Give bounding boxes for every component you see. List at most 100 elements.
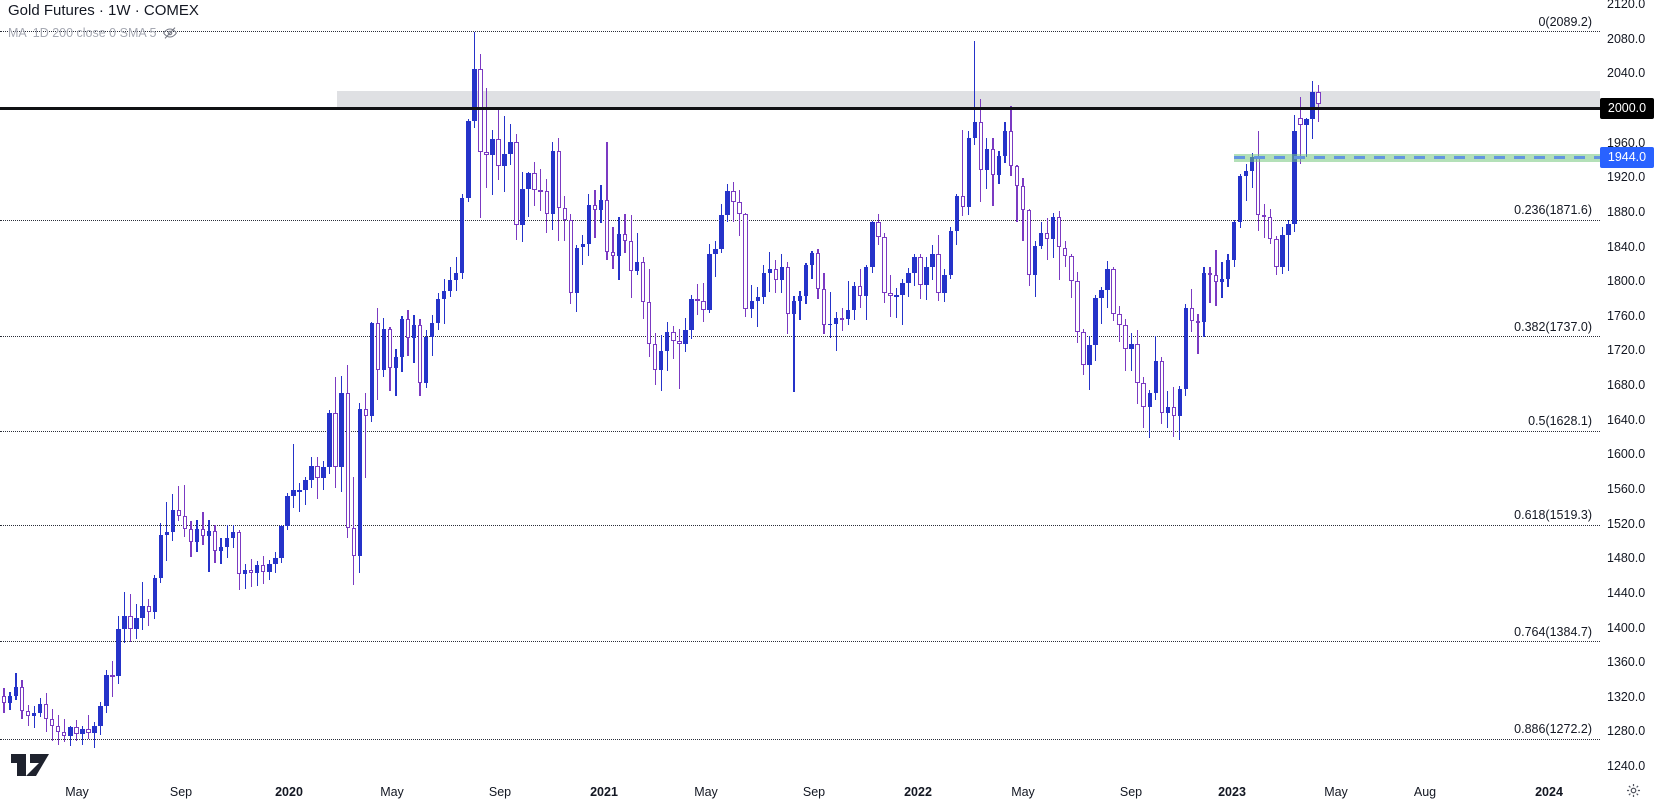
support-dashed-line-1944[interactable] [1234, 156, 1600, 159]
candle-wick [1305, 117, 1308, 158]
candle [393, 356, 399, 368]
candle-wick [582, 234, 584, 265]
candle [176, 509, 182, 516]
candle [146, 606, 151, 613]
fib-level-line[interactable] [0, 524, 1600, 526]
candle-wick [178, 485, 180, 522]
candle [1298, 117, 1303, 126]
price-axis[interactable]: 2120.0 2080.0 2040.0 2000.0 1960.0 1920.0 1880… [1600, 0, 1654, 780]
candle [1014, 166, 1020, 186]
indicator-row[interactable]: MA 1D 200 close 0 SMA 5 [8, 25, 199, 41]
chart-legend: Gold Futures · 1W · COMEX MA 1D 200 clos… [8, 2, 199, 41]
candle [1032, 245, 1038, 276]
tradingview-logo[interactable] [8, 750, 62, 785]
candle [1189, 308, 1195, 322]
time-tick-label: Sep [802, 785, 826, 799]
candle [912, 257, 917, 273]
price-tick-label: 1360.0 [1607, 655, 1646, 670]
candle [484, 152, 489, 155]
price-tick-label: 1920.0 [1607, 170, 1646, 185]
candle [942, 275, 947, 294]
candle [634, 262, 640, 271]
symbol-title[interactable]: Gold Futures · 1W · COMEX [8, 2, 199, 19]
candle [803, 264, 809, 296]
candle-wick [540, 168, 542, 212]
candle [466, 121, 471, 199]
candle [1135, 343, 1140, 383]
candle-wick [612, 226, 614, 270]
candle [429, 322, 435, 337]
fib-level-label: 0.236(1871.6) [1514, 203, 1592, 218]
candle [514, 141, 519, 225]
candle [98, 705, 103, 727]
supply-zone[interactable] [337, 90, 1600, 108]
candle [1020, 186, 1026, 211]
candle [327, 412, 332, 468]
fib-level-line[interactable] [0, 31, 1600, 33]
candle [659, 351, 664, 371]
candle [1075, 281, 1080, 333]
candle-wick [895, 288, 898, 318]
candle [906, 272, 911, 283]
candle [568, 219, 573, 293]
candle [128, 616, 133, 629]
eye-slash-icon[interactable] [162, 25, 178, 41]
resistance-line-2000[interactable] [0, 107, 1600, 111]
candle [665, 332, 670, 352]
candle-wick [714, 240, 717, 277]
candle [454, 273, 459, 281]
price-tick-label: 2040.0 [1607, 66, 1646, 81]
candle [92, 726, 97, 734]
settings-gear-icon[interactable] [1625, 782, 1642, 804]
candle [1002, 130, 1008, 156]
candle-wick [636, 232, 638, 276]
time-axis[interactable]: May Sep 2020 May Sep 2021 May Sep 2022 May Sep 2023… [0, 780, 1654, 808]
candle [1316, 91, 1321, 104]
candle-wick [298, 483, 301, 513]
fib-level-line[interactable] [0, 336, 1600, 338]
candle-wick [1046, 218, 1048, 260]
fib-level-line[interactable] [0, 219, 1600, 221]
price-tick-label: 1320.0 [1607, 689, 1646, 704]
candle [1268, 217, 1273, 239]
fib-level-line[interactable] [0, 430, 1600, 432]
candle [1087, 345, 1092, 366]
candle-wick [678, 328, 680, 389]
candle [580, 244, 586, 248]
candle [1183, 308, 1189, 389]
price-badge-support: 1944.0 [1600, 146, 1654, 168]
price-tick-label: 1840.0 [1607, 239, 1646, 254]
candle-wick [1209, 267, 1211, 303]
candle [996, 155, 1002, 175]
candle [882, 237, 887, 294]
candle [417, 324, 423, 384]
candle [321, 467, 326, 478]
chart-plot-area[interactable]: 0(2089.2) 0.236(1871.6) 0.382(1737.0) 0.5(1… [0, 0, 1600, 780]
candle [1111, 269, 1116, 315]
candle-wick [184, 484, 186, 537]
fib-level-label: 0(2089.2) [1538, 14, 1592, 29]
candle [544, 191, 549, 214]
candle [1008, 130, 1014, 167]
candle [1044, 232, 1050, 239]
candle-wick [503, 115, 506, 193]
candle-wick [829, 291, 831, 338]
candle [110, 675, 115, 678]
candle [761, 273, 766, 297]
candle [1304, 119, 1309, 126]
fib-level-line[interactable] [0, 641, 1600, 643]
candle [1038, 232, 1044, 246]
candle [785, 267, 791, 315]
candle [236, 532, 242, 574]
candle-wick [696, 283, 699, 316]
candle-wick [528, 172, 530, 218]
candle [333, 412, 338, 467]
candle [749, 301, 754, 309]
candle [737, 202, 742, 214]
candle [339, 392, 344, 467]
price-tick-label: 1520.0 [1607, 516, 1646, 531]
candle [833, 317, 839, 324]
fib-level-line[interactable] [0, 738, 1600, 740]
candle-wick [93, 722, 96, 749]
